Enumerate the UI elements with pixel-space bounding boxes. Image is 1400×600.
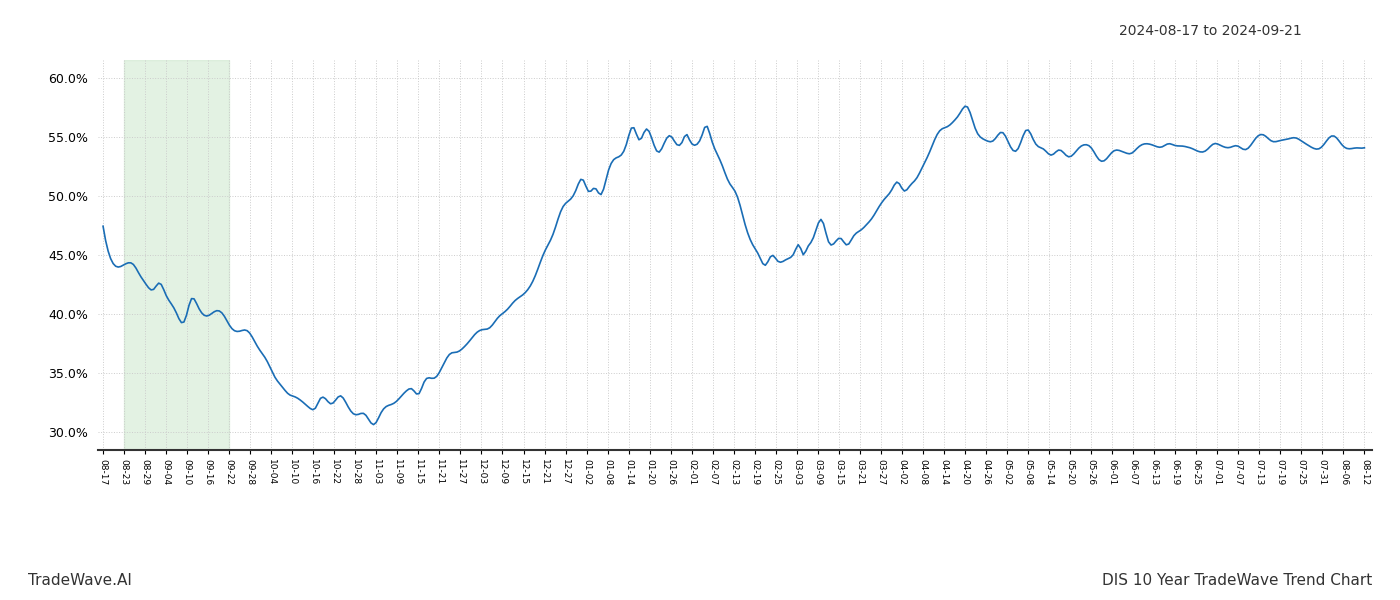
Text: DIS 10 Year TradeWave Trend Chart: DIS 10 Year TradeWave Trend Chart bbox=[1102, 573, 1372, 588]
Bar bbox=[125, 60, 230, 450]
Text: 2024-08-17 to 2024-09-21: 2024-08-17 to 2024-09-21 bbox=[1119, 24, 1302, 38]
Text: TradeWave.AI: TradeWave.AI bbox=[28, 573, 132, 588]
